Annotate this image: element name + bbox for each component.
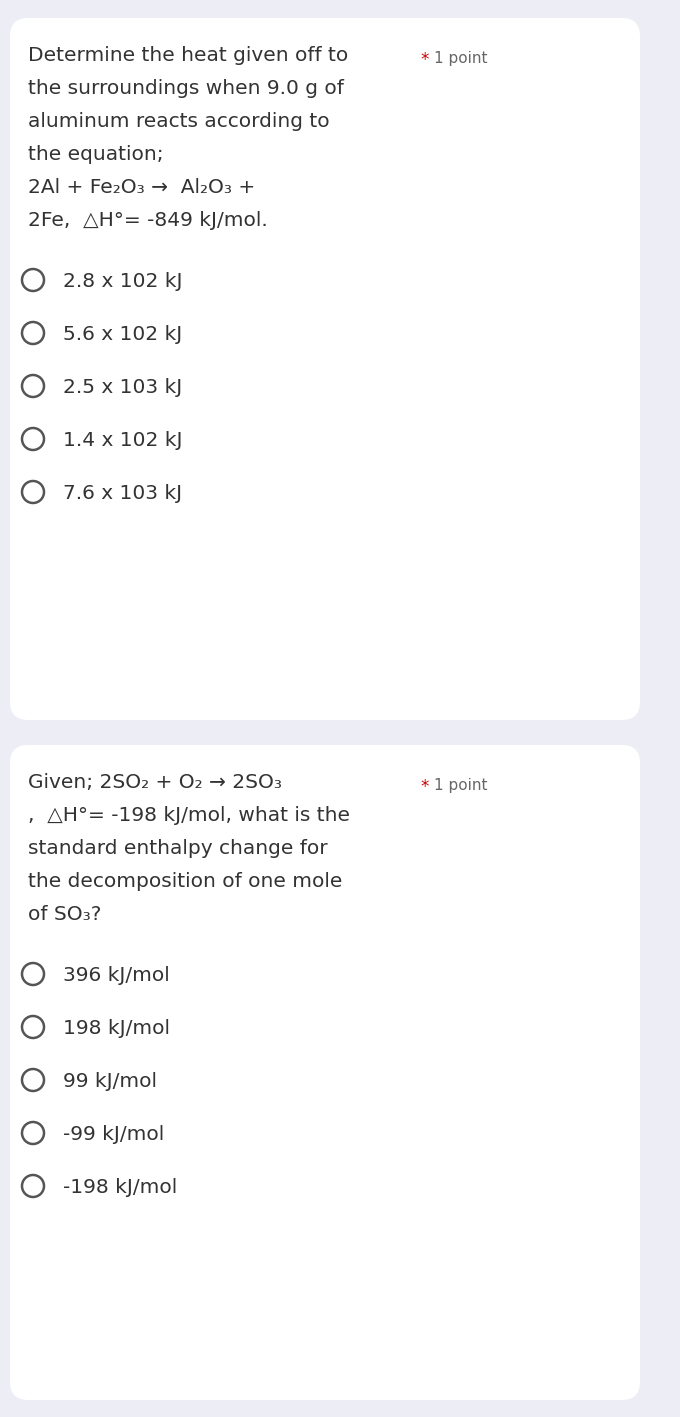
Text: 2Fe,  △H°= -849 kJ/mol.: 2Fe, △H°= -849 kJ/mol.	[28, 211, 268, 230]
Text: 99 kJ/mol: 99 kJ/mol	[63, 1073, 157, 1091]
Text: 7.6 x 103 kJ: 7.6 x 103 kJ	[63, 485, 182, 503]
Text: 396 kJ/mol: 396 kJ/mol	[63, 966, 170, 985]
FancyBboxPatch shape	[10, 745, 640, 1400]
Text: 5.6 x 102 kJ: 5.6 x 102 kJ	[63, 324, 182, 344]
Text: Determine the heat given off to: Determine the heat given off to	[28, 45, 348, 65]
Text: 198 kJ/mol: 198 kJ/mol	[63, 1019, 170, 1039]
Text: aluminum reacts according to: aluminum reacts according to	[28, 112, 330, 130]
Text: the equation;: the equation;	[28, 145, 164, 164]
Text: of SO₃?: of SO₃?	[28, 905, 101, 924]
Text: *: *	[420, 778, 428, 796]
Text: 2Al + Fe₂O₃ →  Al₂O₃ +: 2Al + Fe₂O₃ → Al₂O₃ +	[28, 179, 255, 197]
Text: 1 point: 1 point	[434, 51, 488, 67]
Text: 1.4 x 102 kJ: 1.4 x 102 kJ	[63, 431, 182, 451]
Text: *: *	[420, 51, 428, 69]
Text: 2.8 x 102 kJ: 2.8 x 102 kJ	[63, 272, 182, 290]
Text: ,  △H°= -198 kJ/mol, what is the: , △H°= -198 kJ/mol, what is the	[28, 806, 350, 825]
Text: standard enthalpy change for: standard enthalpy change for	[28, 839, 328, 859]
Text: the decomposition of one mole: the decomposition of one mole	[28, 871, 342, 891]
FancyBboxPatch shape	[10, 18, 640, 720]
Text: -99 kJ/mol: -99 kJ/mol	[63, 1125, 165, 1144]
Text: 2.5 x 103 kJ: 2.5 x 103 kJ	[63, 378, 182, 397]
Text: Given; 2SO₂ + O₂ → 2SO₃: Given; 2SO₂ + O₂ → 2SO₃	[28, 774, 282, 792]
Text: -198 kJ/mol: -198 kJ/mol	[63, 1178, 177, 1197]
Text: 1 point: 1 point	[434, 778, 488, 794]
Text: the surroundings when 9.0 g of: the surroundings when 9.0 g of	[28, 79, 344, 98]
